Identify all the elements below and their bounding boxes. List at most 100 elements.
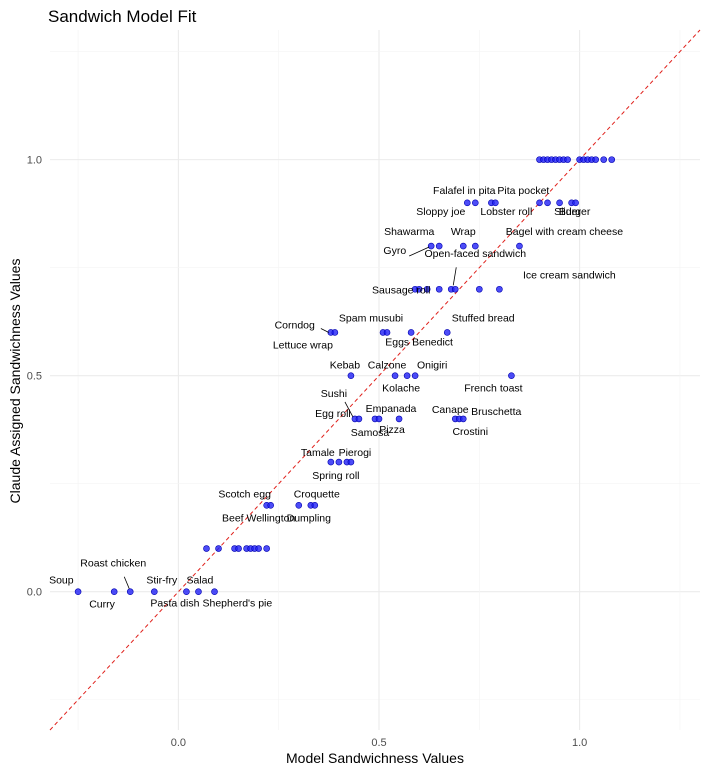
point-label: Lobster roll [480,206,532,218]
leader-line [452,267,457,286]
x-tick-label: 1.0 [572,737,587,749]
point-label: Soup [49,575,74,587]
data-point [564,156,571,163]
data-point [451,285,459,293]
point-label: Shepherd's pie [203,598,273,610]
data-point [183,588,190,596]
point-label: Curry [89,599,115,611]
data-point [435,285,443,293]
leader-line [320,328,330,333]
y-tick-label: 0.0 [27,587,42,599]
x-tick-label: 0.5 [371,737,386,749]
data-point [195,588,202,596]
data-point [335,458,343,466]
point-label: Onigiri [417,360,447,372]
point-label: Kolache [382,383,420,395]
leader-line [344,401,354,418]
data-point [391,372,399,379]
data-point [327,458,335,466]
data-point [347,458,355,466]
point-label: Gyro [383,245,406,257]
point-label: Sausage roll [372,284,430,296]
data-point [415,285,423,293]
data-point [463,199,471,207]
data-point [443,329,451,336]
y-axis-title: Claude Assigned Sandwichness Values [7,259,23,504]
data-point [472,199,479,207]
point-label: Pierogi [339,447,372,459]
data-point [355,415,363,423]
point-label: Beef Wellington [222,512,296,524]
point-label: Spring roll [312,470,359,482]
point-label: Roast chicken [80,558,146,570]
point-label: Falafel in pita [433,185,496,197]
data-point [255,545,262,552]
data-point [459,415,467,423]
data-point [556,199,563,207]
data-point [331,329,339,336]
point-label: Egg roll [315,408,351,420]
data-point [592,156,599,163]
y-tick-label: 1.0 [27,155,42,167]
point-label: French toast [464,383,522,395]
point-label: Croquette [294,488,340,500]
data-point [403,372,411,379]
reference-line-layer [49,29,701,731]
data-point [395,415,403,423]
point-label: Spam musubi [339,312,403,324]
data-point [536,199,543,207]
data-point [544,199,551,207]
data-point [516,242,523,250]
reference-line [49,29,701,731]
data-point [110,588,118,596]
chart-title: Sandwich Model Fit [48,7,197,26]
data-point [427,242,435,250]
data-point [411,372,419,379]
point-label: Slider [554,206,581,218]
point-label: Tamale [301,447,335,459]
data-point [375,415,383,423]
data-point [492,199,499,207]
data-point [211,588,218,596]
y-tick-label: 0.5 [27,371,42,383]
data-point [508,372,515,379]
data-point [267,502,274,509]
data-point [74,588,82,596]
x-axis-title: Model Sandwichness Values [286,750,464,766]
data-point [476,285,483,293]
data-point [435,242,443,250]
point-label: Samosa [351,427,390,439]
data-point [215,545,222,552]
point-label: Bagel with cream cheese [506,226,623,238]
point-label: Pizza [379,424,405,436]
point-label: Sloppy joe [416,206,465,218]
point-label: Scotch egg [218,488,271,500]
data-point [496,285,503,293]
point-labels-layer: Falafel in pita Sloppy joe Lobster roll Pit… [49,185,623,611]
data-point [383,329,391,336]
point-label: Eggs Benedict [385,336,453,348]
data-point [572,199,579,207]
data-point [263,545,270,552]
point-label: Kebab [330,360,361,372]
grid [50,30,700,730]
point-label: Canape [432,404,469,416]
points-layer [74,156,616,596]
point-label: Crostini [452,426,488,438]
point-label: Lettuce wrap [273,339,333,351]
data-point [295,502,303,509]
point-label: Burger [559,206,591,218]
point-label: Shawarma [384,226,434,238]
data-point [608,156,616,163]
point-label: Stir-fry [146,575,178,587]
data-point [423,285,431,293]
point-label: Corndog [275,319,315,331]
data-point [472,242,479,250]
point-label: Stuffed bread [452,312,515,324]
data-point [235,545,242,552]
leader-line [123,576,130,589]
data-point [126,588,134,596]
point-label: Ice cream sandwich [523,269,616,281]
point-label: Wrap [451,226,476,238]
